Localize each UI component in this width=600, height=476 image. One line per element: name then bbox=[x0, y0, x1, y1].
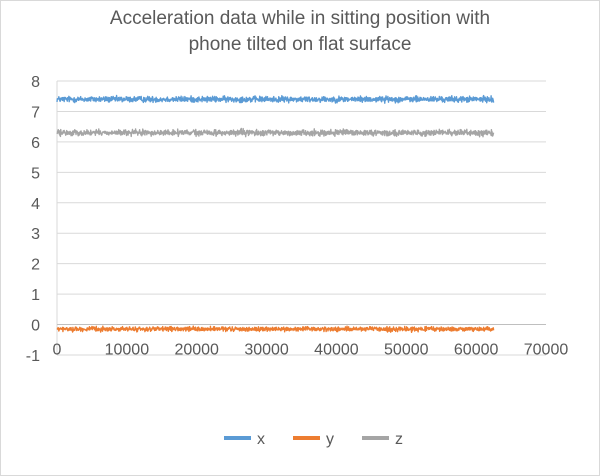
y-tick-label: 5 bbox=[31, 165, 40, 182]
y-tick-label: 3 bbox=[31, 226, 40, 243]
legend: x y z bbox=[224, 431, 403, 448]
tick-labels: -1 0 1 2 3 4 5 6 7 8 0 10000 20000 30000 40000 50000 600… bbox=[26, 74, 569, 365]
x-tick-label: 50000 bbox=[384, 342, 429, 359]
y-tick-label: -1 bbox=[26, 348, 40, 365]
y-tick-label: 7 bbox=[31, 104, 40, 121]
chart-title: Acceleration data while in sitting posit… bbox=[110, 8, 490, 55]
y-tick-label: 6 bbox=[31, 135, 40, 152]
y-tick-label: 2 bbox=[31, 257, 40, 274]
chart-title-line-1: Acceleration data while in sitting posit… bbox=[110, 8, 490, 29]
x-tick-label: 60000 bbox=[454, 342, 499, 359]
x-tick-label: 70000 bbox=[524, 342, 569, 359]
series-line-x bbox=[56, 94, 495, 104]
x-tick-label: 10000 bbox=[105, 342, 150, 359]
gridlines bbox=[57, 80, 546, 356]
y-tick-label: 0 bbox=[31, 318, 40, 335]
x-tick-label: 40000 bbox=[314, 342, 359, 359]
y-tick-label: 4 bbox=[31, 196, 40, 213]
y-tick-label: 8 bbox=[31, 74, 40, 91]
axes bbox=[56, 81, 546, 355]
x-tick-label: 30000 bbox=[244, 342, 289, 359]
series-line-y bbox=[56, 325, 495, 334]
series-line-z bbox=[56, 127, 495, 138]
legend-label-x: x bbox=[257, 431, 265, 448]
legend-label-z: z bbox=[395, 431, 403, 448]
y-tick-label: 1 bbox=[31, 287, 40, 304]
legend-label-y: y bbox=[326, 431, 334, 448]
x-tick-label: 20000 bbox=[174, 342, 219, 359]
x-tick-label: 0 bbox=[53, 342, 62, 359]
plot-area bbox=[56, 94, 495, 334]
chart-title-line-2: phone tilted on flat surface bbox=[189, 34, 412, 55]
